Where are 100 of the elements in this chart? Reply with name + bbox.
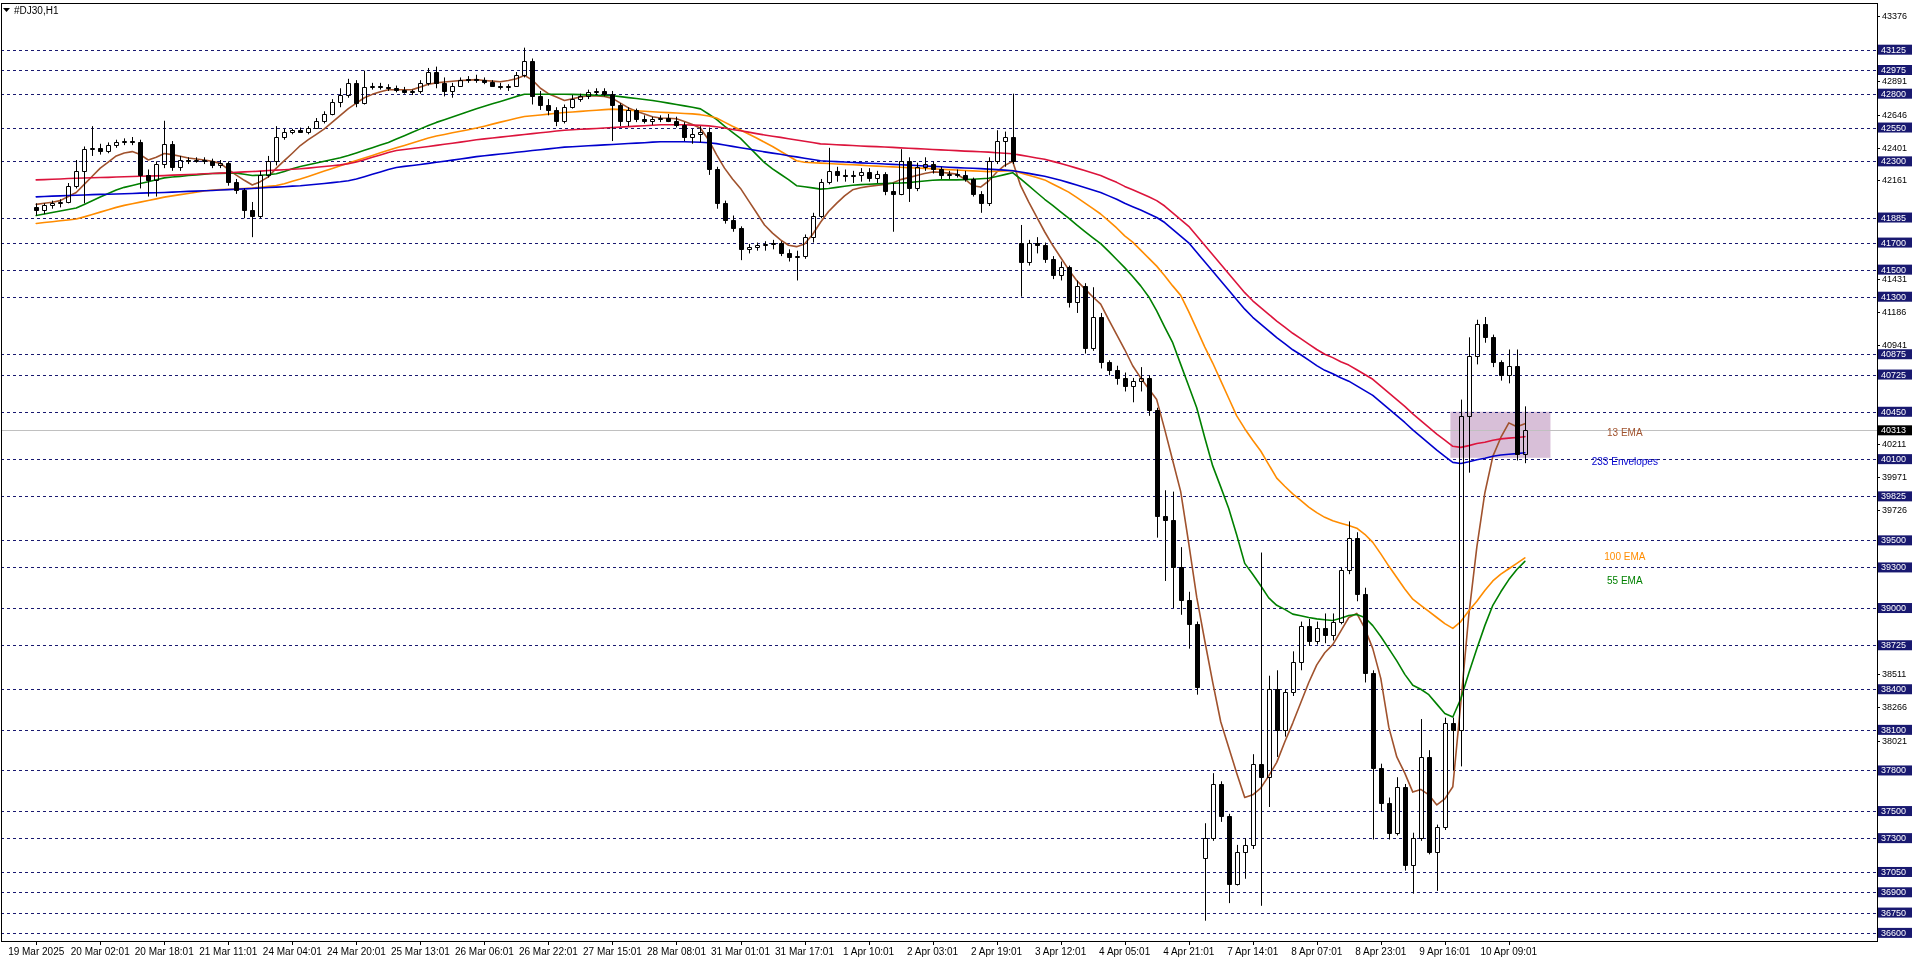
candlestick bbox=[154, 160, 159, 198]
y-tick-label: 39971 bbox=[1882, 471, 1908, 482]
candlestick bbox=[114, 139, 119, 149]
candlestick bbox=[987, 156, 992, 207]
candlestick bbox=[178, 155, 183, 172]
candlestick bbox=[1091, 286, 1096, 352]
candlestick bbox=[827, 147, 832, 185]
candlestick bbox=[795, 250, 800, 281]
ref-line-label: 43125 bbox=[1881, 44, 1907, 55]
candlestick bbox=[907, 156, 912, 203]
candlestick bbox=[891, 182, 896, 233]
candlestick bbox=[803, 233, 808, 260]
candlestick bbox=[330, 98, 335, 116]
candlestick bbox=[715, 166, 720, 210]
candlestick bbox=[1363, 587, 1368, 683]
y-tick-label: 39726 bbox=[1882, 504, 1908, 515]
candlestick bbox=[1059, 261, 1064, 281]
ref-line-label: 41700 bbox=[1881, 237, 1907, 248]
x-tick-label: 1 Apr 10:01 bbox=[842, 946, 895, 957]
candlestick bbox=[466, 75, 471, 84]
candlestick bbox=[122, 137, 127, 146]
candlestick bbox=[995, 129, 1000, 165]
candlestick bbox=[138, 139, 143, 189]
candlestick bbox=[226, 160, 231, 187]
candlestick bbox=[690, 128, 695, 145]
candlestick bbox=[194, 156, 199, 164]
candlestick bbox=[1299, 621, 1304, 671]
candlestick bbox=[314, 117, 319, 130]
candlestick bbox=[66, 182, 71, 204]
candlestick bbox=[378, 82, 383, 91]
candlestick bbox=[1115, 365, 1120, 386]
x-tick-label: 25 Mar 13:01 bbox=[390, 946, 451, 957]
candlestick bbox=[1411, 832, 1416, 895]
candlestick bbox=[106, 141, 111, 154]
candlestick bbox=[1331, 612, 1336, 642]
candlestick bbox=[1139, 366, 1144, 392]
ref-line-label: 37050 bbox=[1881, 866, 1907, 877]
x-tick-label: 4 Apr 05:01 bbox=[1099, 946, 1151, 957]
candlestick bbox=[394, 85, 399, 93]
candlestick bbox=[418, 79, 423, 95]
candlestick bbox=[426, 67, 431, 87]
candlestick bbox=[1067, 265, 1072, 309]
y-tick-label: 42401 bbox=[1882, 142, 1908, 153]
candlestick bbox=[1083, 282, 1088, 355]
candlestick bbox=[947, 170, 952, 180]
candlestick bbox=[170, 140, 175, 172]
y-tick-label: 38511 bbox=[1882, 669, 1907, 680]
candlestick bbox=[707, 127, 712, 176]
candlestick bbox=[450, 82, 455, 99]
candlestick bbox=[258, 170, 263, 219]
candlestick bbox=[1203, 822, 1208, 922]
candlestick bbox=[1339, 566, 1344, 625]
candlestick bbox=[1195, 621, 1200, 696]
candlestick bbox=[1235, 844, 1240, 887]
chart-title: #DJ30,H1 bbox=[14, 4, 59, 16]
y-tick-label: 40941 bbox=[1882, 340, 1908, 351]
candlestick bbox=[74, 159, 79, 189]
candlestick bbox=[666, 113, 671, 123]
candlestick bbox=[546, 98, 551, 116]
candlestick bbox=[731, 215, 736, 233]
candlestick bbox=[202, 156, 207, 165]
candlestick bbox=[698, 125, 703, 143]
candlestick bbox=[1187, 591, 1192, 650]
candlestick bbox=[1147, 374, 1152, 417]
candlestick bbox=[562, 104, 567, 124]
candlestick bbox=[1107, 359, 1112, 376]
x-tick-label: 31 Mar 01:01 bbox=[711, 946, 771, 957]
x-tick-label: 21 Mar 11:01 bbox=[199, 946, 258, 957]
ref-line-label: 40725 bbox=[1881, 369, 1907, 380]
candlestick bbox=[843, 168, 848, 183]
candlestick bbox=[971, 177, 976, 198]
x-tick-label: 9 Apr 16:01 bbox=[1419, 946, 1471, 957]
ref-line-label: 41885 bbox=[1881, 212, 1907, 223]
x-tick-label: 26 Mar 22:01 bbox=[518, 946, 579, 957]
ref-line-label: 42550 bbox=[1881, 122, 1907, 133]
x-tick-label: 28 Mar 08:01 bbox=[647, 946, 707, 957]
candlestick bbox=[1347, 520, 1352, 575]
candlestick bbox=[1019, 224, 1024, 298]
candlestick bbox=[610, 90, 615, 142]
candlestick bbox=[98, 143, 103, 156]
candlestick bbox=[931, 160, 936, 175]
candlestick bbox=[586, 89, 591, 100]
candlestick bbox=[1171, 491, 1176, 609]
candlestick bbox=[1163, 489, 1168, 582]
ref-line-label: 40313 bbox=[1881, 425, 1907, 436]
candlestick bbox=[298, 127, 303, 134]
candlestick bbox=[266, 155, 271, 179]
candlestick bbox=[322, 110, 327, 124]
candlestick bbox=[626, 106, 631, 127]
candlestick bbox=[650, 116, 655, 126]
candlestick bbox=[883, 171, 888, 196]
candlestick bbox=[1035, 236, 1040, 254]
candlestick bbox=[514, 71, 519, 88]
candlestick bbox=[458, 76, 463, 88]
text: 13 EMA bbox=[1607, 426, 1643, 438]
candlestick bbox=[634, 108, 639, 123]
x-tick-label: 2 Apr 19:01 bbox=[971, 946, 1023, 957]
candlestick bbox=[410, 89, 415, 96]
x-tick-label: 10 Apr 09:01 bbox=[1480, 946, 1538, 957]
candlestick bbox=[851, 170, 856, 184]
